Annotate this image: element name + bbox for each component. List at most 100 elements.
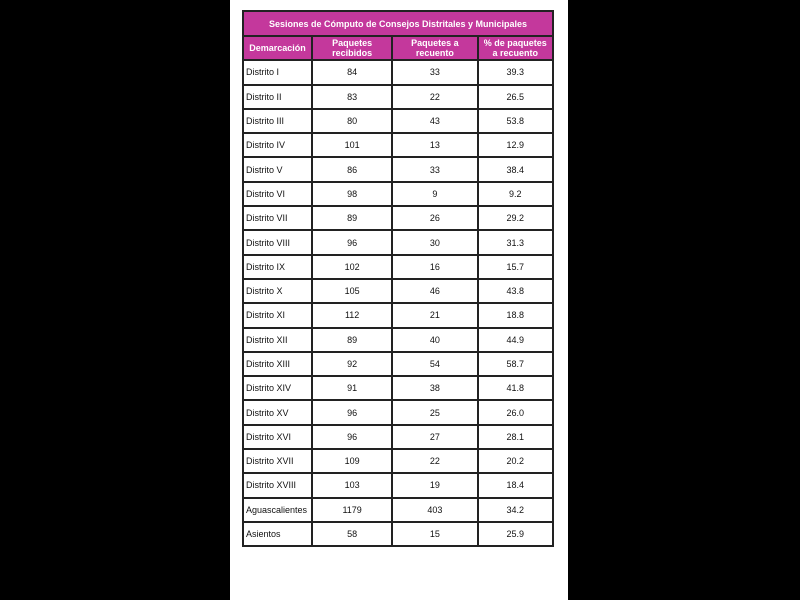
table-cell: 26.5: [476, 83, 555, 110]
row-label: Distrito X: [242, 277, 313, 305]
table-cell: 109: [310, 448, 394, 475]
row-label: Distrito XIII: [242, 350, 313, 378]
row-label: Distrito IV: [242, 132, 313, 159]
table-row: Distrito XVI 96 27 28.1: [242, 423, 555, 451]
table-cell: 1179: [310, 496, 394, 523]
table-row: Distrito IV 101 13 12.9: [242, 132, 555, 159]
table-row: Distrito X 105 46 43.8: [242, 277, 555, 305]
table-cell: 26.0: [476, 399, 555, 426]
table-row: Distrito V 86 33 38.4: [242, 156, 555, 183]
table-cell: 112: [310, 302, 394, 329]
table-row: Distrito VI 98 9 9.2: [242, 180, 555, 208]
table-cell: 38.4: [476, 156, 555, 183]
table-cell: 98: [310, 180, 394, 208]
table-cell: 38: [391, 375, 479, 402]
table-cell: 41.8: [476, 375, 555, 402]
table-cell: 105: [310, 277, 394, 305]
table-cell: 13: [391, 132, 479, 159]
document-page: Sesiones de Cómputo de Consejos Distrita…: [230, 0, 568, 600]
row-label: Distrito VIII: [242, 229, 313, 256]
table-row: Distrito IX 102 16 15.7: [242, 253, 555, 280]
table-cell: 9.2: [476, 180, 555, 208]
row-label: Distrito XVII: [242, 448, 313, 475]
table-cell: 101: [310, 132, 394, 159]
column-header: Demarcación: [242, 34, 313, 62]
table-row: Distrito XVIII 103 19 18.4: [242, 472, 555, 499]
table-cell: 89: [310, 326, 394, 353]
table-cell: 33: [391, 156, 479, 183]
table-cell: 43.8: [476, 277, 555, 305]
table-cell: 54: [391, 350, 479, 378]
table-cell: 22: [391, 448, 479, 475]
table-cell: 22: [391, 83, 479, 110]
table-cell: 83: [310, 83, 394, 110]
table-cell: 96: [310, 399, 394, 426]
table-cell: 21: [391, 302, 479, 329]
row-label: Asientos: [242, 520, 313, 548]
table-cell: 30: [391, 229, 479, 256]
table-cell: 20.2: [476, 448, 555, 475]
table-cell: 96: [310, 423, 394, 451]
table-cell: 19: [391, 472, 479, 499]
table-cell: 43: [391, 107, 479, 135]
table-row: Distrito XI 112 21 18.8: [242, 302, 555, 329]
table-cell: 29.2: [476, 205, 555, 232]
table-row: Aguascalientes 1179 403 34.2: [242, 496, 555, 523]
table-cell: 86: [310, 156, 394, 183]
table-cell: 58: [310, 520, 394, 548]
table-cell: 403: [391, 496, 479, 523]
table-cell: 12.9: [476, 132, 555, 159]
row-label: Distrito VI: [242, 180, 313, 208]
table-cell: 40: [391, 326, 479, 353]
table-row: Distrito XV 96 25 26.0: [242, 399, 555, 426]
table-row: Distrito II 83 22 26.5: [242, 83, 555, 110]
table-cell: 9: [391, 180, 479, 208]
table-title: Sesiones de Cómputo de Consejos Distrita…: [242, 10, 554, 37]
table-cell: 84: [310, 59, 394, 86]
table-row: Distrito I 84 33 39.3: [242, 59, 555, 86]
column-header: % de paquetes a recuento: [476, 34, 555, 62]
table-cell: 16: [391, 253, 479, 280]
table-cell: 18.4: [476, 472, 555, 499]
table-cell: 15.7: [476, 253, 555, 280]
row-label: Distrito V: [242, 156, 313, 183]
column-header: Paquetes a recuento: [391, 34, 479, 62]
row-label: Distrito XVI: [242, 423, 313, 451]
row-label: Distrito I: [242, 59, 313, 86]
table-cell: 96: [310, 229, 394, 256]
table-cell: 33: [391, 59, 479, 86]
row-label: Distrito XV: [242, 399, 313, 426]
table-cell: 34.2: [476, 496, 555, 523]
row-label: Aguascalientes: [242, 496, 313, 523]
table-row: Distrito XII 89 40 44.9: [242, 326, 555, 353]
table-cell: 103: [310, 472, 394, 499]
results-table: Sesiones de Cómputo de Consejos Distrita…: [242, 10, 555, 548]
row-label: Distrito XI: [242, 302, 313, 329]
table-cell: 53.8: [476, 107, 555, 135]
table-cell: 15: [391, 520, 479, 548]
table-cell: 46: [391, 277, 479, 305]
table-cell: 39.3: [476, 59, 555, 86]
table-cell: 92: [310, 350, 394, 378]
table-cell: 91: [310, 375, 394, 402]
table-cell: 25: [391, 399, 479, 426]
column-header: Paquetes recibidos: [310, 34, 394, 62]
table-row: Distrito XIII 92 54 58.7: [242, 350, 555, 378]
row-label: Distrito XIV: [242, 375, 313, 402]
table-row: Distrito XIV 91 38 41.8: [242, 375, 555, 402]
table-cell: 31.3: [476, 229, 555, 256]
table-row: Distrito VIII 96 30 31.3: [242, 229, 555, 256]
row-label: Distrito XVIII: [242, 472, 313, 499]
table-row: Distrito III 80 43 53.8: [242, 107, 555, 135]
row-label: Distrito IX: [242, 253, 313, 280]
table-row: Distrito VII 89 26 29.2: [242, 205, 555, 232]
table-cell: 18.8: [476, 302, 555, 329]
table-row: Distrito XVII 109 22 20.2: [242, 448, 555, 475]
row-label: Distrito XII: [242, 326, 313, 353]
row-label: Distrito III: [242, 107, 313, 135]
table-cell: 44.9: [476, 326, 555, 353]
table-cell: 80: [310, 107, 394, 135]
table-cell: 28.1: [476, 423, 555, 451]
table-cell: 58.7: [476, 350, 555, 378]
table-cell: 89: [310, 205, 394, 232]
